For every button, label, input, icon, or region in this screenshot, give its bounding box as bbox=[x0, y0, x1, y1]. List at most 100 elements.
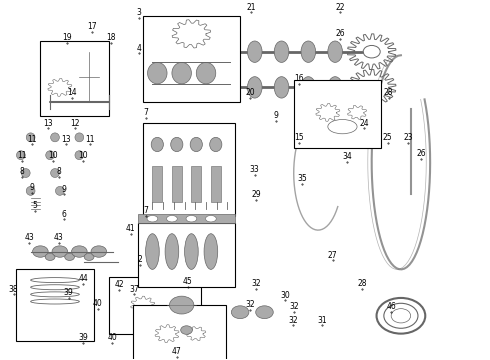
Text: 26: 26 bbox=[335, 30, 345, 39]
Ellipse shape bbox=[274, 77, 289, 98]
Bar bbox=[143, 16, 240, 102]
Bar bbox=[211, 166, 220, 202]
Ellipse shape bbox=[50, 133, 59, 142]
Text: 18: 18 bbox=[106, 33, 116, 42]
Bar bbox=[138, 223, 235, 287]
Text: 14: 14 bbox=[67, 88, 77, 97]
Text: 5: 5 bbox=[32, 201, 37, 210]
Ellipse shape bbox=[205, 216, 216, 222]
Text: 27: 27 bbox=[328, 251, 338, 260]
Text: 3: 3 bbox=[137, 8, 142, 17]
Ellipse shape bbox=[26, 186, 35, 195]
Text: 28: 28 bbox=[384, 88, 393, 97]
Text: 25: 25 bbox=[383, 133, 392, 142]
Bar bbox=[192, 166, 201, 202]
Ellipse shape bbox=[171, 138, 183, 152]
Text: 11: 11 bbox=[27, 135, 37, 144]
Bar bbox=[40, 41, 109, 116]
Ellipse shape bbox=[204, 234, 218, 269]
Text: 32: 32 bbox=[288, 316, 297, 325]
Circle shape bbox=[72, 246, 87, 257]
Text: 24: 24 bbox=[360, 118, 369, 127]
Text: 13: 13 bbox=[61, 135, 71, 144]
Ellipse shape bbox=[186, 216, 197, 222]
Text: 40: 40 bbox=[108, 333, 117, 342]
Ellipse shape bbox=[185, 234, 198, 269]
Bar bbox=[138, 214, 235, 223]
Circle shape bbox=[231, 306, 249, 319]
Text: 4: 4 bbox=[137, 44, 142, 53]
Ellipse shape bbox=[46, 151, 54, 159]
Text: 40: 40 bbox=[93, 299, 103, 308]
Ellipse shape bbox=[147, 62, 167, 84]
Text: 10: 10 bbox=[78, 151, 88, 160]
Text: 45: 45 bbox=[183, 278, 193, 287]
Ellipse shape bbox=[75, 133, 84, 142]
Ellipse shape bbox=[55, 186, 64, 195]
Text: 17: 17 bbox=[87, 22, 97, 31]
Text: 32: 32 bbox=[289, 302, 298, 311]
Text: 16: 16 bbox=[294, 74, 303, 83]
Ellipse shape bbox=[147, 216, 158, 222]
Ellipse shape bbox=[146, 234, 159, 269]
Text: 22: 22 bbox=[335, 3, 345, 12]
Circle shape bbox=[256, 306, 273, 319]
Text: 29: 29 bbox=[251, 190, 261, 199]
Text: 39: 39 bbox=[78, 333, 88, 342]
Circle shape bbox=[52, 246, 68, 257]
Bar bbox=[143, 123, 235, 216]
Text: 35: 35 bbox=[297, 174, 307, 183]
Bar bbox=[109, 276, 201, 334]
Text: 11: 11 bbox=[85, 135, 95, 144]
Text: 12: 12 bbox=[71, 118, 80, 127]
Text: 46: 46 bbox=[386, 302, 396, 311]
Bar bbox=[172, 166, 182, 202]
Text: 2: 2 bbox=[138, 255, 143, 264]
Text: 41: 41 bbox=[126, 224, 135, 233]
Ellipse shape bbox=[210, 138, 222, 152]
Text: 37: 37 bbox=[129, 284, 139, 293]
Ellipse shape bbox=[172, 62, 192, 84]
Ellipse shape bbox=[247, 41, 262, 62]
Ellipse shape bbox=[17, 151, 25, 159]
Ellipse shape bbox=[167, 216, 177, 222]
Text: 9: 9 bbox=[61, 185, 66, 194]
Ellipse shape bbox=[301, 41, 316, 62]
Ellipse shape bbox=[50, 168, 59, 177]
Ellipse shape bbox=[328, 77, 343, 98]
Text: 44: 44 bbox=[78, 274, 88, 283]
Text: 33: 33 bbox=[250, 165, 260, 174]
Text: 20: 20 bbox=[245, 88, 255, 97]
Ellipse shape bbox=[75, 151, 84, 159]
Text: 15: 15 bbox=[294, 133, 303, 142]
Text: 39: 39 bbox=[64, 288, 74, 297]
Ellipse shape bbox=[196, 62, 216, 84]
Text: 30: 30 bbox=[280, 291, 290, 300]
Text: 11: 11 bbox=[17, 151, 26, 160]
Text: 19: 19 bbox=[62, 33, 72, 42]
Ellipse shape bbox=[165, 234, 179, 269]
Circle shape bbox=[181, 326, 193, 334]
Text: 9: 9 bbox=[273, 112, 278, 121]
Ellipse shape bbox=[190, 138, 202, 152]
Ellipse shape bbox=[247, 77, 262, 98]
Ellipse shape bbox=[151, 138, 163, 152]
Ellipse shape bbox=[301, 77, 316, 98]
Text: 31: 31 bbox=[317, 316, 327, 325]
Text: 10: 10 bbox=[48, 151, 57, 160]
Bar bbox=[16, 269, 94, 341]
Bar bbox=[152, 166, 162, 202]
Circle shape bbox=[65, 253, 74, 261]
Text: 21: 21 bbox=[246, 3, 256, 12]
Bar bbox=[294, 80, 381, 148]
Ellipse shape bbox=[274, 41, 289, 62]
Text: 23: 23 bbox=[403, 133, 413, 142]
Text: 6: 6 bbox=[61, 210, 66, 219]
Circle shape bbox=[32, 246, 48, 257]
Circle shape bbox=[170, 296, 194, 314]
Bar bbox=[133, 305, 225, 360]
Circle shape bbox=[45, 253, 55, 261]
Text: 34: 34 bbox=[343, 153, 352, 162]
Text: 8: 8 bbox=[20, 167, 24, 176]
Text: 28: 28 bbox=[357, 279, 367, 288]
